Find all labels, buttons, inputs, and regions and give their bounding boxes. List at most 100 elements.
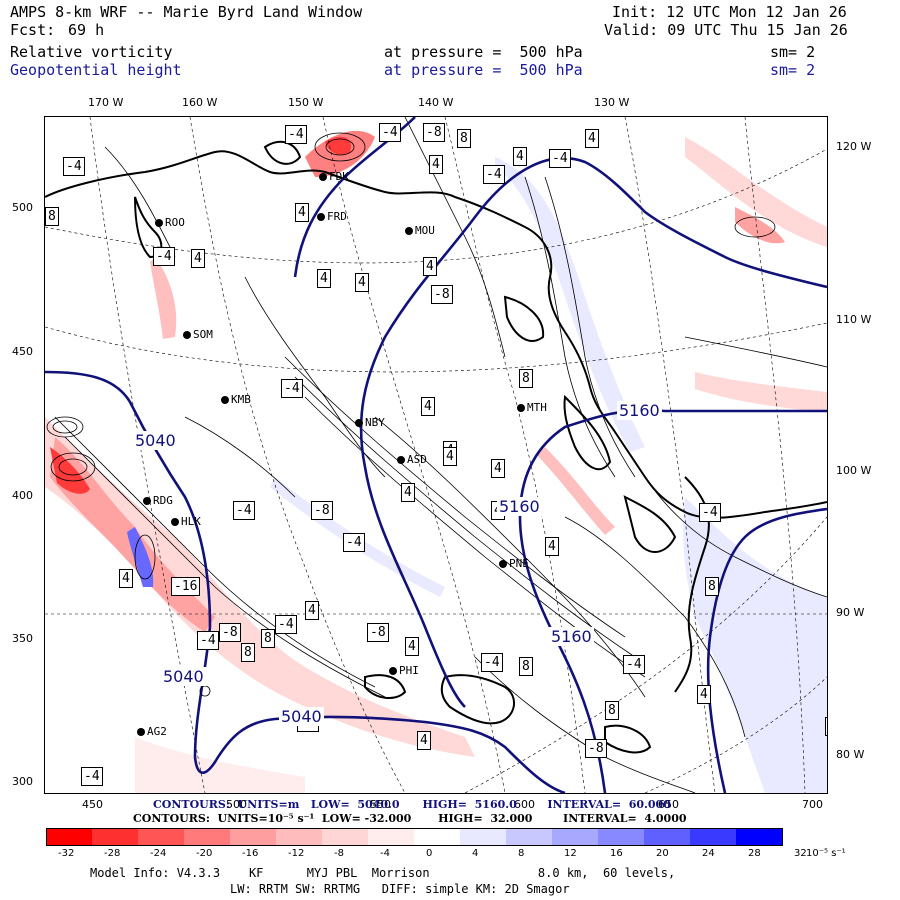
vorticity-contour-label: -4 [153, 247, 175, 266]
vorticity-shading [45, 130, 827, 793]
station-marker [155, 219, 163, 227]
colorbar-tick-label: -32 [58, 848, 75, 859]
colorbar-swatch [92, 828, 139, 846]
y-axis-label: 450 [12, 345, 33, 358]
y-axis-label: 400 [12, 489, 33, 502]
field1-smoothing: sm= 2 [770, 43, 816, 61]
station-label: HLK [181, 515, 201, 528]
vorticity-contour-label: -8 [311, 501, 333, 520]
station-marker [143, 497, 151, 505]
station-label: RDG [153, 494, 173, 507]
vorticity-contours [54, 117, 827, 793]
colorbar-swatch [506, 828, 553, 846]
colorbar-unit: 10⁻⁵ s⁻¹ [806, 848, 846, 859]
height-contours [45, 117, 827, 793]
vorticity-contour-label: 8 [457, 129, 471, 148]
colorbar-tick-label: 16 [610, 848, 623, 859]
x-axis-label: 600 [514, 798, 535, 811]
colorbar-tick-label: 8 [518, 848, 525, 859]
top-lon-label: 150 W [288, 96, 324, 109]
station-label: NBY [365, 416, 385, 429]
field2-name: Geopotential height [10, 61, 182, 79]
field1-name: Relative vorticity [10, 43, 173, 61]
vorticity-contour-label: 4 [401, 483, 415, 502]
station-marker [221, 396, 229, 404]
y-axis-label: 350 [12, 632, 33, 645]
vorticity-contour-label: 4 [421, 397, 435, 416]
station-marker [183, 331, 191, 339]
colorbar-swatch [460, 828, 507, 846]
vorticity-contour-label: 4 [191, 249, 205, 268]
station-marker [317, 213, 325, 221]
vorticity-contour-label: 8 [241, 643, 255, 662]
vorticity-contour-label: -4 [549, 149, 571, 168]
vorticity-contour-label: 4 [317, 269, 331, 288]
station-marker [171, 518, 179, 526]
vorticity-contour-label: -4 [81, 767, 103, 786]
vorticity-contour-label: -16 [171, 577, 201, 596]
vorticity-contour-label: -4 [343, 533, 365, 552]
vorticity-contour-label: -8 [367, 623, 389, 642]
vorticity-contour-label: 4 [405, 637, 419, 656]
vorticity-contour-label: -4 [623, 655, 645, 674]
top-lon-label: 130 W [594, 96, 630, 109]
colorbar-tick-label: -4 [380, 848, 390, 859]
vorticity-contour-label: -4 [483, 165, 505, 184]
top-lon-label: 140 W [418, 96, 454, 109]
colorbar-swatch [736, 828, 783, 846]
vorticity-contour-label: 4 [825, 717, 827, 736]
colorbar-tick-label: 32 [794, 848, 807, 859]
vorticity-contour-label: -8 [431, 285, 453, 304]
right-lon-label: 100 W [836, 464, 872, 477]
x-axis-label: 450 [82, 798, 103, 811]
station-label: PNE [509, 557, 529, 570]
colorbar-tick-label: 28 [748, 848, 761, 859]
colorbar-tick-label: -28 [104, 848, 121, 859]
vorticity-contour-label: 4 [697, 685, 711, 704]
colorbar [46, 828, 828, 846]
colorbar-swatch [368, 828, 415, 846]
station-marker [389, 667, 397, 675]
station-marker [319, 173, 327, 181]
y-axis-label: 500 [12, 201, 33, 214]
vorticity-contour-label: 4 [423, 257, 437, 276]
colorbar-tick-label: -24 [150, 848, 167, 859]
vorticity-contour-label: -4 [233, 501, 255, 520]
colorbar-tick-label: 0 [426, 848, 433, 859]
vorticity-contour-label: -4 [481, 653, 503, 672]
vorticity-contour-info: CONTOURS: UNITS=10⁻⁵ s⁻¹ LOW= -32.000 HI… [133, 812, 687, 825]
height-contour-label: 5040 [161, 667, 206, 686]
colorbar-swatch [690, 828, 737, 846]
x-axis-label: 700 [802, 798, 823, 811]
station-label: FDK [329, 170, 349, 183]
vorticity-contour-label: 4 [119, 569, 133, 588]
vorticity-bullseye [46, 132, 776, 697]
colorbar-swatch [230, 828, 277, 846]
vorticity-contour-label: 4 [513, 147, 527, 166]
valid-time: Valid: 09 UTC Thu 15 Jan 26 [604, 21, 848, 39]
station-label: ASD [407, 453, 427, 466]
colorbar-tick-label: -12 [288, 848, 305, 859]
field2-smoothing: sm= 2 [770, 61, 816, 79]
field2-pressure: at pressure = 500 hPa [384, 61, 583, 79]
height-contour-label: 5040 [133, 431, 178, 450]
right-lon-label: 80 W [836, 748, 865, 761]
vorticity-contour-label: 8 [519, 657, 533, 676]
x-axis-label: 550 [370, 798, 391, 811]
colorbar-tick-label: -20 [196, 848, 213, 859]
station-label: KMB [231, 393, 251, 406]
colorbar-tick-label: 12 [564, 848, 577, 859]
forecast-label: Fcst: [10, 21, 56, 39]
height-contour-label: 5160 [617, 401, 662, 420]
forecast-value: 69 h [68, 21, 105, 39]
x-axis-label: 500 [226, 798, 247, 811]
vorticity-contour-label: 8 [519, 369, 533, 388]
vorticity-contour-label: -8 [423, 123, 445, 142]
colorbar-tick-label: -16 [242, 848, 259, 859]
map-canvas [45, 117, 827, 793]
right-lon-label: 90 W [836, 606, 865, 619]
colorbar-tick-label: 24 [702, 848, 715, 859]
vorticity-contour-label: 4 [417, 731, 431, 750]
colorbar-swatch [46, 828, 94, 846]
field1-pressure: at pressure = 500 hPa [384, 43, 583, 61]
